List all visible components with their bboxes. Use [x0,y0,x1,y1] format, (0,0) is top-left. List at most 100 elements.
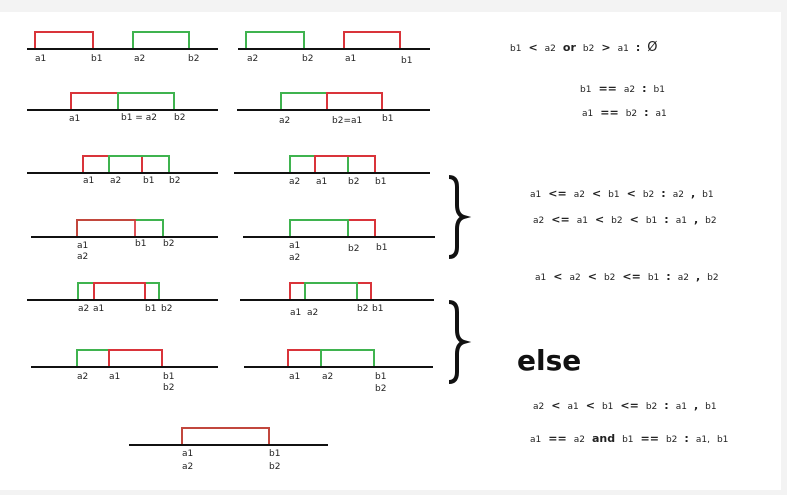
endpoint-label: a2 [77,372,88,382]
rule-token: a1 [675,216,687,226]
endpoint-label: b1 [376,243,387,253]
rule-token: a2 [573,435,585,445]
interval [70,92,119,111]
interval [326,92,383,111]
endpoint-label: b1 = a2 [121,113,157,123]
rule-token: a1 [535,273,547,283]
rule-token: a2 [573,190,585,200]
rule-token: b1 [580,85,592,95]
rule-token: , [693,399,699,412]
canvas: a1 b1 a2 b2 a2 b2 a1 b1 a1 b1 = a2 b2 a2 b2=a1 b1 a1 a2… [0,12,781,490]
rule-token: a2 [672,190,684,200]
rule-token: a2 [623,85,636,95]
rule-token: < [591,187,602,200]
rule: a1 <= a2 < b1 < b2: a2, b1 [530,187,721,200]
rule-token: a1 [675,402,687,412]
rule-token: b2 [707,273,719,283]
rule-token: : [664,399,669,412]
rule-token: b2 [645,402,658,412]
rule-token: , [690,187,696,200]
rule: b1 < a2 or b2 > a1: Ø [510,40,664,55]
rule-token: < [528,41,538,54]
rule-token: a2 [677,273,689,283]
interval [289,282,372,301]
rule-token: == [640,432,659,445]
rule-token: b1 [653,85,665,95]
interval [289,219,376,238]
endpoint-label: a2 [247,54,258,64]
rule-token: : [644,106,649,119]
endpoint-label: b1 [375,372,386,382]
endpoint-label: a1 [289,372,300,382]
interval [76,349,163,368]
rule-token: b1 [705,402,717,412]
rule-token: a2 [533,402,545,412]
rule-token: : [661,187,666,200]
endpoint-label: b1 [135,239,146,249]
endpoint-label: b2 [348,177,359,187]
endpoint-label: b2 [188,54,199,64]
rule-token: == [598,82,617,95]
interval [320,349,375,368]
rule-token: == [548,432,567,445]
rule-token: < [553,270,563,283]
interval [82,155,143,174]
rule-token: a1 [576,216,588,226]
rule-token: <= [551,213,570,226]
rule: a2 < a1 < b1 <= b2: a1, b1 [533,399,724,412]
endpoint-label: b1 [163,372,174,382]
rule-token: a1 [582,109,594,119]
rule-token: Ø [647,40,658,55]
rule-token: , [695,270,701,283]
interval [314,155,376,174]
endpoint-label: b2 [375,384,386,394]
rule-token: b2 [665,435,678,445]
endpoint-label: b1 [269,449,280,459]
rule-token: b2 [611,216,623,226]
brace [448,175,472,259]
endpoint-label: b2 [269,462,280,472]
rule-token: b1 [702,190,714,200]
interval [34,31,94,50]
interval [245,31,305,50]
endpoint-label: a2 [289,253,300,263]
interval [93,282,146,301]
rule-token: < [629,213,639,226]
endpoint-label: a2 [134,54,145,64]
endpoint-label: b2 [302,54,313,64]
rule-token: <= [620,399,639,412]
interval [181,427,270,446]
interval [287,349,375,368]
rule-token: b2 [625,109,638,119]
rule-token: : [635,41,641,54]
endpoint-label: b2 [169,176,180,186]
rule-token: < [551,399,561,412]
endpoint-label: a2 [110,176,121,186]
endpoint-label: b2 [174,113,185,123]
rule-token: a1 [617,44,629,54]
rule: a1 == b2: a1 [582,106,674,119]
rule-token: b1 [608,190,620,200]
endpoint-label: a2 [289,177,300,187]
rule-token: > [601,41,611,54]
rule-token: b1 [601,402,614,412]
endpoint-label: a2 [322,372,333,382]
rule-token: <= [622,270,641,283]
endpoint-label: a2 [182,462,193,472]
endpoint-label: b2 [163,383,174,393]
rule-token: b1 [645,216,658,226]
rule-token: == [600,106,619,119]
rule-token: and [591,432,616,445]
endpoint-label: a1 [289,241,300,251]
rule-token: : [642,82,647,95]
interval [132,31,190,50]
brace [448,300,472,384]
rule-token: a1 [655,109,667,119]
rule-token: b2 [603,273,616,283]
interval [289,219,349,238]
rule-token: : [684,432,689,445]
endpoint-label: b1 [91,54,102,64]
rule-token: : [664,213,669,226]
endpoint-label: a1 [109,372,120,382]
